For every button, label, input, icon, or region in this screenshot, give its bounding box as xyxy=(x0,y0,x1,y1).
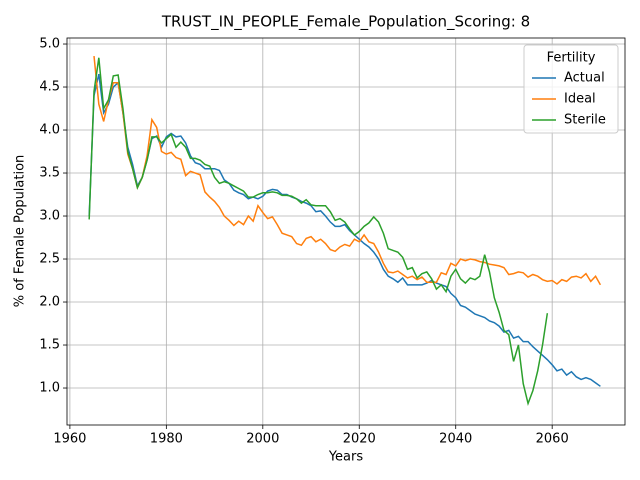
x-tick-label: 1960 xyxy=(53,432,86,447)
y-axis-label: % of Female Population xyxy=(13,155,28,308)
legend-label: Sterile xyxy=(564,113,606,128)
legend-box xyxy=(523,44,619,134)
legend-label: Actual xyxy=(564,71,605,86)
y-tick-label: 2.5 xyxy=(39,252,60,267)
legend: Fertility Actual Ideal Sterile xyxy=(523,44,619,134)
grid xyxy=(67,38,625,425)
legend-title: Fertility xyxy=(547,51,596,66)
ticks: 1960 1980 2000 2020 2040 2060 1.0 1.5 2.0 2.5 3.0 3… xyxy=(39,37,568,447)
y-tick-label: 3.5 xyxy=(39,166,60,181)
y-tick-label: 4.5 xyxy=(39,80,60,95)
y-tick-label: 3.0 xyxy=(39,209,60,224)
chart-title: TRUST_IN_PEOPLE_Female_Population_Scorin… xyxy=(161,13,530,32)
y-tick-label: 4.0 xyxy=(39,123,60,138)
series-line xyxy=(88,73,601,387)
y-tick-label: 2.0 xyxy=(39,295,60,310)
x-tick-label: 2040 xyxy=(439,432,472,447)
y-tick-label: 1.0 xyxy=(39,381,60,396)
x-axis-label: Years xyxy=(328,450,364,465)
y-tick-label: 5.0 xyxy=(39,37,60,52)
lines xyxy=(88,55,602,407)
x-tick-label: 1980 xyxy=(150,432,183,447)
series-line xyxy=(88,57,549,407)
legend-label: Ideal xyxy=(564,92,596,107)
x-tick-label: 2020 xyxy=(343,432,376,447)
plot-frame xyxy=(66,37,626,426)
x-tick-label: 2000 xyxy=(246,432,279,447)
series-line xyxy=(93,55,602,286)
y-tick-label: 1.5 xyxy=(39,338,60,353)
x-tick-label: 2060 xyxy=(536,432,569,447)
